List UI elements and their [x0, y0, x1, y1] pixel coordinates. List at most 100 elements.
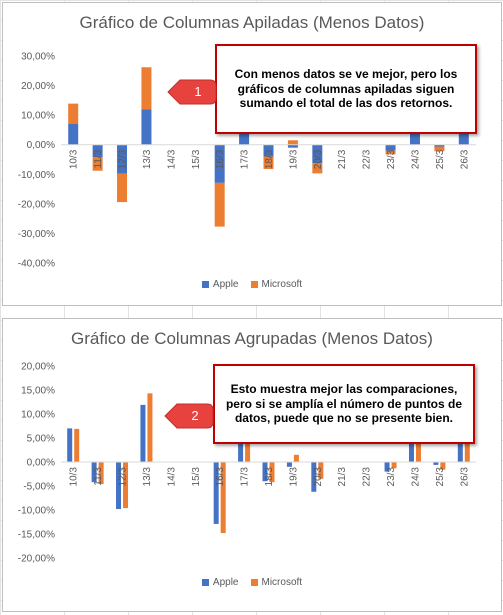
legend-item-microsoft: Microsoft: [250, 577, 303, 588]
callout-box-2: Esto muestra mejor las comparaciones, pe…: [213, 364, 475, 444]
x-tick-label-26/3: 26/3: [459, 149, 470, 169]
bar-microsoft-26/3: [464, 440, 470, 462]
legend-item-microsoft: Microsoft: [250, 279, 303, 290]
x-tick-label-16/3: 16/3: [215, 467, 226, 487]
bar-microsoft-16/3: [220, 462, 226, 534]
bar-apple-26/3: [458, 132, 469, 145]
bar-apple-18/3: [263, 144, 274, 157]
legend-swatch-microsoft: [250, 579, 258, 586]
x-tick-label-20/3: 20/3: [313, 467, 324, 487]
bar-apple-24/3: [408, 440, 414, 462]
x-tick-label-10/3: 10/3: [69, 149, 80, 169]
x-tick-label-19/3: 19/3: [288, 149, 299, 169]
bar-apple-19/3: [286, 462, 292, 467]
callout-number-1: 1: [194, 84, 202, 99]
bar-apple-17/3: [238, 432, 244, 462]
y-tick-label: 0,00%: [27, 458, 55, 469]
x-tick-label-17/3: 17/3: [240, 467, 251, 487]
legend-item-apple: Apple: [201, 279, 239, 290]
legend-label-microsoft: Microsoft: [261, 577, 303, 588]
y-tick-label: -10,00%: [18, 506, 55, 517]
x-tick-label-15/3: 15/3: [191, 149, 202, 169]
bar-microsoft-11/3: [92, 157, 103, 171]
x-tick-label-24/3: 24/3: [410, 467, 421, 487]
bar-microsoft-19/3: [293, 454, 299, 462]
bar-apple-16/3: [213, 462, 219, 524]
y-tick-label: -20,00%: [18, 199, 55, 210]
x-tick-label-16/3: 16/3: [215, 149, 226, 169]
legend-swatch-microsoft: [250, 281, 258, 288]
stacked-chart-legend: Apple Microsoft: [3, 279, 501, 290]
grouped-chart-legend: Apple Microsoft: [3, 577, 501, 588]
x-tick-label-13/3: 13/3: [142, 467, 153, 487]
bar-microsoft-24/3: [415, 442, 421, 462]
legend-label-apple: Apple: [212, 577, 239, 588]
y-tick-label: 10,00%: [21, 410, 55, 421]
callout-badge-2: [164, 403, 214, 429]
x-tick-label-19/3: 19/3: [288, 467, 299, 487]
bar-microsoft-13/3: [147, 393, 153, 462]
x-tick-label-23/3: 23/3: [386, 149, 397, 169]
x-tick-label-21/3: 21/3: [337, 467, 348, 487]
bar-apple-13/3: [141, 109, 152, 145]
grouped-chart-panel[interactable]: Gráfico de Columnas Agrupadas (Menos Dat…: [2, 318, 502, 612]
y-tick-label: 30,00%: [21, 52, 55, 63]
bar-microsoft-20/3: [312, 163, 323, 174]
y-tick-label: 0,00%: [27, 140, 55, 151]
y-tick-label: 5,00%: [27, 434, 55, 445]
callout-box-1: Con menos datos se ve mejor, pero los gr…: [215, 44, 477, 134]
bar-apple-26/3: [457, 442, 463, 462]
bar-microsoft-17/3: [245, 433, 251, 462]
y-tick-label: -20,00%: [18, 554, 55, 565]
x-tick-label-11/3: 11/3: [93, 149, 104, 168]
bar-microsoft-12/3: [117, 173, 128, 203]
x-tick-label-13/3: 13/3: [142, 149, 153, 169]
bar-apple-10/3: [67, 428, 73, 462]
y-tick-label: -40,00%: [18, 259, 55, 270]
bar-apple-25/3: [434, 144, 445, 147]
bar-microsoft-18/3: [269, 462, 275, 483]
callout-number-2: 2: [191, 408, 199, 423]
y-tick-label: 15,00%: [21, 386, 55, 397]
bar-apple-17/3: [239, 126, 250, 145]
bar-apple-11/3: [92, 144, 103, 158]
x-tick-label-15/3: 15/3: [191, 467, 202, 487]
x-tick-label-11/3: 11/3: [93, 467, 104, 486]
bar-apple-12/3: [116, 462, 122, 510]
bar-microsoft-25/3: [434, 146, 445, 152]
x-tick-label-12/3: 12/3: [118, 467, 129, 487]
x-tick-label-21/3: 21/3: [337, 149, 348, 169]
bar-microsoft-18/3: [263, 156, 274, 169]
bar-microsoft-19/3: [287, 140, 298, 145]
x-tick-label-18/3: 18/3: [264, 149, 275, 169]
grouped-chart-plot: 20,00% 15,00% 10,00% 5,00% 0,00% -5,00% -10,00…: [18, 362, 476, 565]
bar-apple-23/3: [384, 462, 390, 472]
bar-apple-25/3: [433, 462, 439, 465]
bar-apple-20/3: [311, 462, 317, 492]
x-tick-label-14/3: 14/3: [166, 149, 177, 169]
bar-microsoft-23/3: [391, 462, 397, 469]
bar-apple-16/3: [214, 144, 225, 183]
bar-microsoft-11/3: [98, 462, 104, 485]
bar-apple-23/3: [385, 144, 396, 151]
x-tick-label-26/3: 26/3: [459, 467, 470, 487]
x-tick-label-10/3: 10/3: [69, 467, 80, 487]
bar-apple-10/3: [68, 124, 79, 145]
y-tick-label: -15,00%: [18, 530, 55, 541]
x-tick-label-14/3: 14/3: [166, 467, 177, 487]
bar-microsoft-20/3: [318, 462, 324, 479]
x-tick-label-24/3: 24/3: [410, 149, 421, 169]
x-tick-label-25/3: 25/3: [435, 467, 446, 487]
x-tick-label-18/3: 18/3: [264, 467, 275, 487]
bar-microsoft-12/3: [123, 462, 129, 509]
legend-label-apple: Apple: [212, 279, 239, 290]
callout-badge-1: [167, 79, 217, 105]
bar-apple-13/3: [140, 404, 146, 462]
legend-label-microsoft: Microsoft: [261, 279, 303, 290]
grouped-chart-title: Gráfico de Columnas Agrupadas (Menos Dat…: [71, 329, 433, 348]
bar-apple-24/3: [409, 131, 420, 145]
y-tick-label: 10,00%: [21, 111, 55, 122]
x-tick-label-22/3: 22/3: [362, 149, 373, 169]
y-tick-label: 20,00%: [21, 362, 55, 373]
y-tick-label: -5,00%: [23, 482, 55, 493]
